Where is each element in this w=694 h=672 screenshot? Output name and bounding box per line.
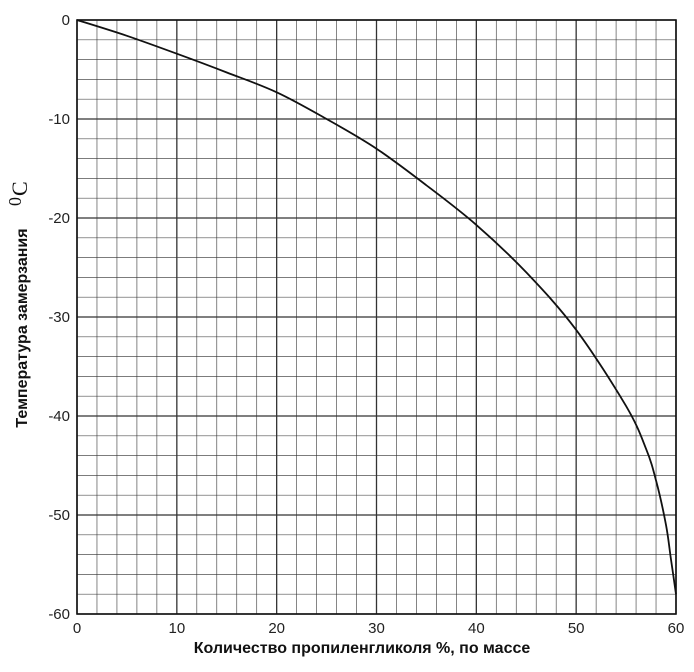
series-layer <box>76 19 677 595</box>
y-tick-label: -10 <box>48 111 70 128</box>
y-tick-label: -40 <box>48 408 70 425</box>
grid <box>76 19 677 615</box>
y-tick-label: -50 <box>48 507 70 524</box>
y-tick-label: -30 <box>48 309 70 326</box>
x-tick-label: 50 <box>568 620 585 637</box>
y-axis-label: Температура замерзания <box>14 228 31 427</box>
freezing-point-curve <box>76 19 677 595</box>
y-tick-label: -60 <box>48 606 70 623</box>
x-tick-label: 30 <box>368 620 385 637</box>
y-axis-unit-degree: 0 <box>5 197 25 206</box>
plot-frame <box>76 19 677 615</box>
x-tick-label: 0 <box>73 620 81 637</box>
x-tick-label: 10 <box>168 620 185 637</box>
x-tick-label: 60 <box>668 620 685 637</box>
x-tick-label: 20 <box>268 620 285 637</box>
y-axis-unit-celsius: C <box>7 181 32 196</box>
y-tick-label: 0 <box>62 12 70 29</box>
y-axis-label-group: Температура замерзания 0 C <box>5 181 32 427</box>
y-tick-label: -20 <box>48 210 70 227</box>
x-tick-label: 40 <box>468 620 485 637</box>
tick-labels: 0 10 20 30 40 50 60 0 -10 -20 -30 -40 -50 -60 <box>48 12 684 637</box>
x-axis-label: Количество пропиленгликоля %, по массе <box>194 640 531 657</box>
